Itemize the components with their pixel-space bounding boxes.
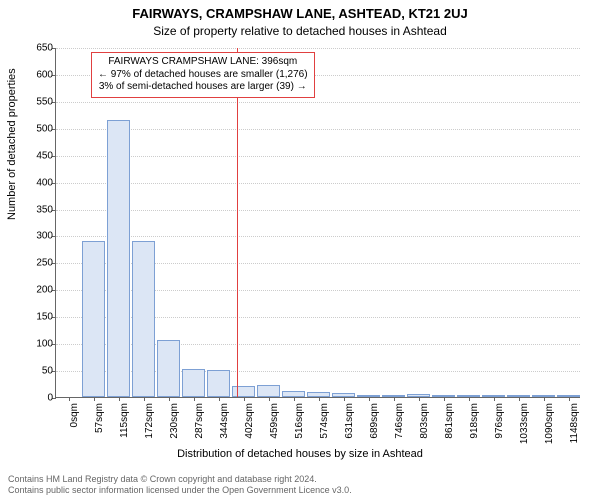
xtick-mark (544, 397, 545, 401)
xtick-label: 574sqm (319, 403, 330, 439)
histogram-chart: 0501001502002503003504004505005506006500… (55, 48, 580, 398)
histogram-bar (257, 385, 281, 397)
histogram-bar (132, 241, 156, 397)
footer-line-1: Contains HM Land Registry data © Crown c… (8, 474, 352, 485)
page-title: FAIRWAYS, CRAMPSHAW LANE, ASHTEAD, KT21 … (0, 0, 600, 21)
ytick-label: 300 (36, 231, 53, 242)
xtick-label: 1033sqm (519, 403, 530, 444)
ytick-label: 550 (36, 96, 53, 107)
annotation-line: FAIRWAYS CRAMPSHAW LANE: 396sqm (98, 56, 308, 69)
xtick-label: 172sqm (144, 403, 155, 439)
xtick-mark (569, 397, 570, 401)
x-axis-label: Distribution of detached houses by size … (0, 448, 600, 460)
xtick-mark (244, 397, 245, 401)
xtick-label: 344sqm (219, 403, 230, 439)
ytick-label: 500 (36, 123, 53, 134)
histogram-bar (182, 369, 206, 397)
xtick-label: 803sqm (419, 403, 430, 439)
xtick-mark (94, 397, 95, 401)
gridline (56, 129, 580, 130)
annotation-box: FAIRWAYS CRAMPSHAW LANE: 396sqm← 97% of … (91, 52, 315, 98)
xtick-label: 287sqm (194, 403, 205, 439)
ytick-label: 650 (36, 43, 53, 54)
xtick-label: 0sqm (69, 403, 80, 427)
xtick-mark (394, 397, 395, 401)
xtick-mark (194, 397, 195, 401)
xtick-mark (269, 397, 270, 401)
xtick-mark (494, 397, 495, 401)
gridline (56, 156, 580, 157)
page-subtitle: Size of property relative to detached ho… (0, 21, 600, 38)
xtick-mark (444, 397, 445, 401)
ytick-label: 150 (36, 312, 53, 323)
ytick-label: 0 (47, 393, 53, 404)
xtick-label: 861sqm (444, 403, 455, 439)
xtick-mark (219, 397, 220, 401)
xtick-label: 459sqm (269, 403, 280, 439)
annotation-line: ← 97% of detached houses are smaller (1,… (98, 69, 308, 82)
xtick-label: 230sqm (169, 403, 180, 439)
xtick-mark (469, 397, 470, 401)
xtick-label: 689sqm (369, 403, 380, 439)
xtick-label: 115sqm (119, 403, 130, 438)
xtick-label: 516sqm (294, 403, 305, 439)
xtick-label: 1090sqm (544, 403, 555, 444)
ytick-label: 100 (36, 339, 53, 350)
histogram-bar (207, 370, 231, 397)
ytick-label: 200 (36, 285, 53, 296)
ytick-label: 600 (36, 69, 53, 80)
footer-line-2: Contains public sector information licen… (8, 485, 352, 496)
marker-line (237, 48, 238, 397)
histogram-bar (157, 340, 181, 397)
xtick-mark (144, 397, 145, 401)
xtick-mark (119, 397, 120, 401)
gridline (56, 48, 580, 49)
xtick-label: 746sqm (394, 403, 405, 439)
gridline (56, 102, 580, 103)
xtick-mark (319, 397, 320, 401)
ytick-label: 400 (36, 177, 53, 188)
y-axis-label: Number of detached properties (6, 68, 18, 220)
xtick-mark (169, 397, 170, 401)
ytick-label: 350 (36, 204, 53, 215)
xtick-mark (344, 397, 345, 401)
xtick-label: 402sqm (244, 403, 255, 439)
xtick-mark (369, 397, 370, 401)
histogram-bar (107, 120, 131, 397)
gridline (56, 236, 580, 237)
histogram-bar (82, 241, 106, 397)
ytick-label: 450 (36, 150, 53, 161)
xtick-mark (419, 397, 420, 401)
annotation-line: 3% of semi-detached houses are larger (3… (98, 81, 308, 94)
xtick-label: 631sqm (344, 403, 355, 439)
gridline (56, 183, 580, 184)
footer-attribution: Contains HM Land Registry data © Crown c… (8, 474, 352, 496)
ytick-label: 50 (42, 366, 53, 377)
ytick-label: 250 (36, 258, 53, 269)
xtick-mark (294, 397, 295, 401)
histogram-bar (232, 386, 256, 397)
xtick-mark (519, 397, 520, 401)
xtick-label: 976sqm (494, 403, 505, 439)
xtick-label: 918sqm (469, 403, 480, 439)
xtick-label: 57sqm (94, 403, 105, 433)
xtick-label: 1148sqm (569, 403, 580, 443)
gridline (56, 210, 580, 211)
xtick-mark (69, 397, 70, 401)
